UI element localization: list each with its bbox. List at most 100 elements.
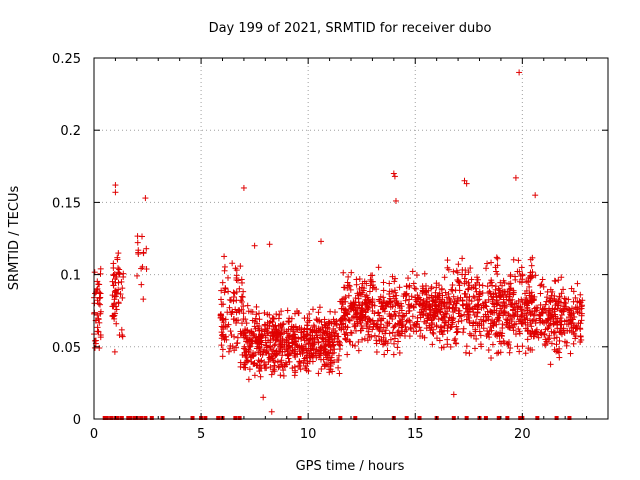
data-point bbox=[306, 336, 313, 343]
data-point bbox=[119, 285, 126, 292]
data-point bbox=[477, 290, 484, 297]
data-point bbox=[423, 306, 430, 313]
data-point bbox=[493, 268, 500, 275]
data-point bbox=[464, 304, 471, 311]
data-point bbox=[558, 274, 565, 281]
data-point bbox=[328, 344, 335, 351]
data-point bbox=[418, 309, 425, 316]
data-point bbox=[497, 279, 504, 286]
data-point bbox=[306, 358, 313, 365]
data-point bbox=[243, 354, 250, 361]
data-point bbox=[375, 264, 382, 271]
data-point bbox=[279, 336, 286, 343]
data-point bbox=[410, 321, 417, 328]
data-point bbox=[576, 299, 583, 306]
data-point bbox=[490, 291, 497, 298]
data-point bbox=[326, 319, 333, 326]
x-tick-label: 20 bbox=[514, 427, 531, 442]
data-point bbox=[512, 276, 519, 283]
data-point bbox=[391, 323, 398, 330]
data-point bbox=[112, 303, 119, 310]
zero-value-point bbox=[338, 416, 343, 420]
data-point bbox=[491, 318, 498, 325]
data-point bbox=[437, 298, 444, 305]
data-point bbox=[134, 239, 141, 246]
data-point bbox=[442, 289, 449, 296]
data-point bbox=[269, 368, 276, 375]
data-point bbox=[558, 290, 565, 297]
data-point bbox=[406, 304, 413, 311]
data-point bbox=[435, 302, 442, 309]
data-point bbox=[563, 303, 570, 310]
data-point bbox=[560, 308, 567, 315]
data-point bbox=[143, 266, 150, 273]
data-point bbox=[499, 282, 506, 289]
data-point bbox=[390, 293, 397, 300]
zero-value-point bbox=[104, 416, 109, 420]
data-point bbox=[435, 316, 442, 323]
data-point bbox=[233, 274, 240, 281]
data-point bbox=[504, 340, 511, 347]
data-point bbox=[95, 281, 102, 288]
data-point bbox=[246, 366, 253, 373]
data-point bbox=[251, 242, 258, 249]
data-point bbox=[408, 293, 415, 300]
data-point bbox=[463, 278, 470, 285]
data-point bbox=[329, 336, 336, 343]
data-point bbox=[261, 362, 268, 369]
data-point bbox=[277, 322, 284, 329]
data-point bbox=[493, 307, 500, 314]
data-point bbox=[221, 263, 228, 270]
data-point bbox=[267, 364, 274, 371]
data-points bbox=[91, 69, 586, 420]
data-point bbox=[386, 311, 393, 318]
data-point bbox=[355, 347, 362, 354]
data-point bbox=[244, 327, 251, 334]
data-point bbox=[357, 327, 364, 334]
data-point bbox=[316, 317, 323, 324]
data-point bbox=[495, 331, 502, 338]
data-point bbox=[459, 266, 466, 273]
data-point bbox=[507, 273, 514, 280]
data-point bbox=[359, 336, 366, 343]
data-point bbox=[538, 309, 545, 316]
data-point bbox=[529, 346, 536, 353]
data-point bbox=[460, 325, 467, 332]
data-point bbox=[315, 370, 322, 377]
data-point bbox=[97, 265, 104, 272]
data-point bbox=[255, 325, 262, 332]
data-point bbox=[507, 345, 514, 352]
data-point bbox=[251, 360, 258, 367]
data-point bbox=[227, 345, 234, 352]
data-point bbox=[330, 359, 337, 366]
data-point bbox=[296, 362, 303, 369]
data-point bbox=[120, 270, 127, 277]
data-point bbox=[268, 408, 275, 415]
data-point bbox=[348, 330, 355, 337]
data-point bbox=[380, 287, 387, 294]
zero-value-point bbox=[128, 416, 133, 420]
data-point bbox=[532, 272, 539, 279]
data-point bbox=[113, 273, 120, 280]
data-point bbox=[436, 328, 443, 335]
data-point bbox=[350, 301, 357, 308]
data-point bbox=[537, 317, 544, 324]
y-axis-label: SRMTID / TECUs bbox=[7, 186, 22, 291]
zero-value-point bbox=[233, 416, 238, 420]
zero-value-point bbox=[404, 416, 409, 420]
data-point bbox=[436, 337, 443, 344]
data-point bbox=[523, 312, 530, 319]
data-point bbox=[488, 259, 495, 266]
data-point bbox=[94, 297, 101, 304]
data-point bbox=[294, 326, 301, 333]
data-point bbox=[416, 324, 423, 331]
data-point bbox=[477, 332, 484, 339]
data-point bbox=[515, 257, 522, 264]
data-point bbox=[96, 319, 103, 326]
data-point bbox=[541, 331, 548, 338]
data-point bbox=[273, 347, 280, 354]
data-point bbox=[500, 298, 507, 305]
zero-value-point bbox=[505, 416, 510, 420]
data-point bbox=[326, 350, 333, 357]
data-point bbox=[432, 293, 439, 300]
